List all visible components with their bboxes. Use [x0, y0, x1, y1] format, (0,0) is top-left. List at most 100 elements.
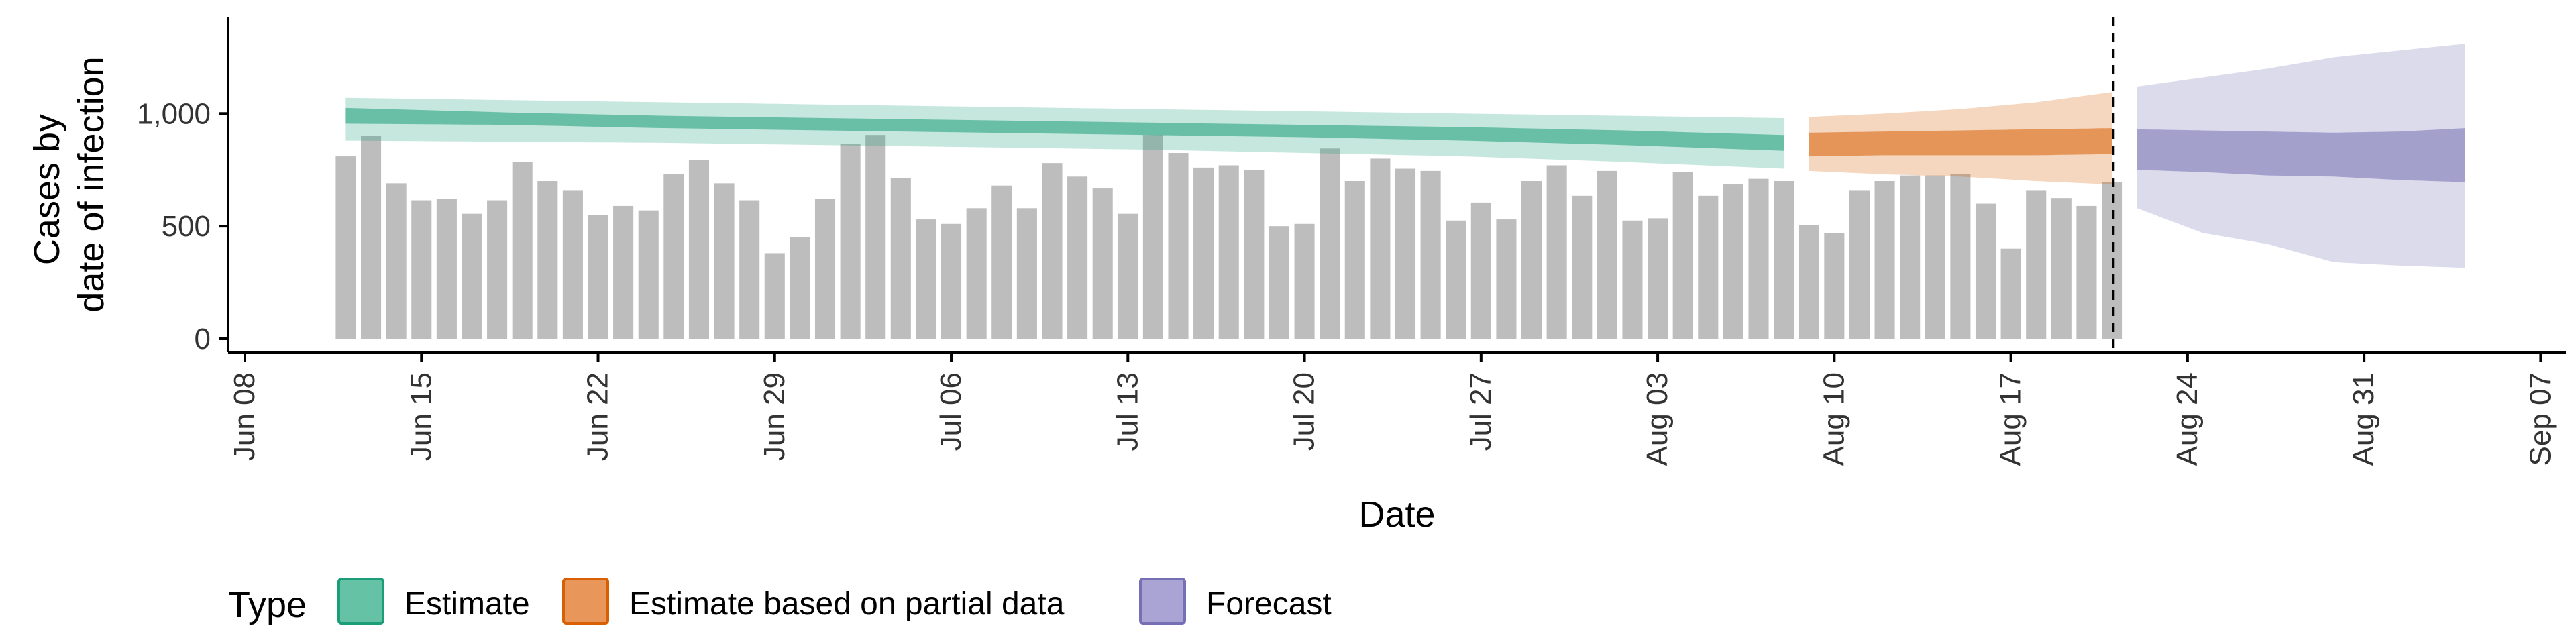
bar	[436, 199, 457, 339]
bar	[1975, 203, 1996, 339]
bar	[991, 185, 1012, 339]
legend-label: Estimate based on partial data	[629, 586, 1065, 622]
x-tick-label: Sep 07	[2524, 372, 2557, 466]
bar	[2000, 248, 2021, 339]
y-axis-title-line-1: Cases by	[27, 114, 67, 265]
ribbon-inner-2	[2137, 128, 2465, 182]
bar	[790, 237, 810, 339]
bar	[916, 219, 936, 339]
legend-swatch	[1139, 578, 1186, 625]
x-tick-label: Aug 17	[1994, 372, 2027, 466]
bar	[1294, 223, 1315, 339]
x-tick-label: Jun 29	[758, 372, 791, 461]
bar	[1672, 172, 1693, 339]
bar	[1521, 181, 1542, 339]
bar	[1470, 202, 1491, 339]
bar	[840, 144, 861, 339]
bar	[512, 162, 533, 339]
bar	[1244, 170, 1265, 339]
legend-swatch	[337, 578, 384, 625]
bar	[386, 183, 407, 339]
x-axis-title: Date	[1358, 494, 1435, 535]
legend-label: Forecast	[1206, 586, 1332, 622]
bar	[537, 181, 558, 339]
ribbon-inner-0	[345, 107, 1784, 151]
bar	[1118, 213, 1138, 339]
bar	[487, 200, 508, 339]
x-tick-label: Jul 06	[934, 372, 967, 451]
bar	[739, 200, 760, 339]
bar	[688, 160, 709, 339]
bar	[562, 190, 583, 339]
bar	[1723, 184, 1743, 339]
bar	[588, 215, 608, 339]
bar	[1016, 208, 1037, 339]
bar	[1849, 190, 1870, 339]
axes-layer: 0 500 1,000 Jun 08 Jun 15 Jun 22 Jun 29 Jul 06 J…	[137, 17, 2566, 466]
bar	[2026, 190, 2047, 339]
bar	[1496, 219, 1517, 339]
x-tick-label: Jun 22	[582, 372, 614, 461]
bar	[663, 174, 684, 339]
bars-layer	[335, 135, 2123, 339]
bar	[1042, 163, 1063, 339]
bar	[411, 200, 432, 339]
bar	[1748, 178, 1769, 339]
y-axis-title-line-2: date of infection	[71, 56, 111, 312]
bar	[1546, 165, 1567, 339]
bar	[1142, 135, 1163, 339]
x-tick-label: Jul 27	[1464, 372, 1497, 451]
bar	[1218, 165, 1239, 339]
bar	[361, 136, 382, 339]
bar	[2102, 182, 2123, 339]
y-tick-label: 0	[195, 323, 211, 356]
bar	[2076, 205, 2097, 339]
legend-label: Estimate	[405, 586, 530, 622]
bar	[1446, 220, 1466, 339]
y-tick-label: 500	[162, 210, 211, 243]
ribbon-inner-1	[1809, 128, 2112, 157]
bar	[1193, 167, 1214, 339]
bar	[1572, 195, 1593, 339]
x-tick-label: Jun 08	[228, 372, 261, 461]
legend-title: Type	[228, 585, 307, 625]
bar	[1774, 181, 1794, 339]
bar	[865, 135, 886, 339]
bar	[1799, 225, 1819, 339]
legend-swatch	[562, 578, 609, 625]
bar	[966, 208, 987, 339]
bar	[613, 205, 634, 339]
bar	[462, 213, 482, 339]
bar	[890, 177, 911, 339]
bar	[1597, 170, 1617, 339]
bar	[814, 199, 836, 339]
bar	[638, 210, 659, 339]
bar	[764, 253, 785, 339]
bar	[1925, 175, 1945, 339]
bar	[1622, 220, 1643, 339]
legend: Type Estimate Estimate based on partial d…	[228, 578, 1332, 625]
bar	[2051, 198, 2072, 339]
x-tick-label: Aug 31	[2347, 372, 2380, 466]
x-tick-label: Jul 20	[1288, 372, 1321, 451]
bar	[1648, 218, 1668, 339]
y-axis-title: Cases by date of infection	[27, 56, 111, 312]
bar	[1092, 188, 1113, 339]
bar	[1320, 148, 1340, 339]
x-tick-label: Aug 24	[2171, 372, 2204, 466]
bar	[1824, 233, 1845, 339]
bar	[335, 156, 356, 339]
x-tick-label: Aug 10	[1817, 372, 1850, 466]
x-tick-label: Aug 03	[1641, 372, 1674, 466]
bar	[1420, 170, 1441, 339]
bar	[941, 223, 962, 339]
bar	[714, 183, 735, 339]
bar	[1698, 195, 1719, 339]
x-tick-label: Jul 13	[1111, 372, 1144, 451]
bar	[1900, 175, 1921, 339]
bar	[1950, 174, 1971, 339]
x-tick-label: Jun 15	[405, 372, 437, 461]
bar	[1344, 181, 1365, 339]
bar	[1168, 153, 1189, 339]
